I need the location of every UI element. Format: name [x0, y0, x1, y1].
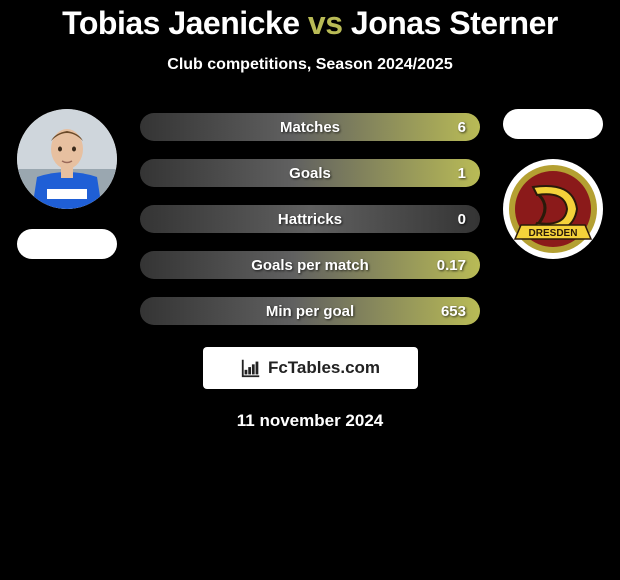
stat-right-value: 653 [426, 303, 466, 320]
brand-box: FcTables.com [203, 347, 418, 389]
stat-label: Min per goal [194, 303, 426, 320]
stat-row: Goals per match0.17 [140, 251, 480, 279]
stat-right-value: 6 [426, 119, 466, 136]
date-label: 11 november 2024 [0, 411, 620, 431]
stat-row: Min per goal653 [140, 297, 480, 325]
player2-avatar-placeholder [503, 109, 603, 139]
brand-label: FcTables.com [268, 358, 380, 378]
vs-label: vs [308, 5, 343, 41]
stat-right-value: 1 [426, 165, 466, 182]
stats-column: Matches6Goals1Hattricks0Goals per match0… [140, 113, 480, 325]
stat-label: Matches [194, 119, 426, 136]
player1-name: Tobias Jaenicke [62, 5, 299, 41]
stat-right-value: 0.17 [426, 257, 466, 274]
stat-row: Matches6 [140, 113, 480, 141]
svg-text:DRESDEN: DRESDEN [529, 228, 578, 239]
main-area: Matches6Goals1Hattricks0Goals per match0… [0, 109, 620, 325]
player1-club-logo [17, 229, 117, 259]
stat-right-value: 0 [426, 211, 466, 228]
stat-row: Hattricks0 [140, 205, 480, 233]
subtitle: Club competitions, Season 2024/2025 [0, 56, 620, 74]
stat-label: Goals [194, 165, 426, 182]
stat-label: Goals per match [194, 257, 426, 274]
player2-name: Jonas Sterner [351, 5, 558, 41]
player2-club-logo: DRESDEN [503, 159, 603, 259]
player2-column: DRESDEN [498, 109, 608, 259]
chart-icon [240, 357, 262, 379]
player1-avatar [17, 109, 117, 209]
stat-row: Goals1 [140, 159, 480, 187]
comparison-title: Tobias Jaenicke vs Jonas Sterner [0, 5, 620, 42]
stat-label: Hattricks [194, 211, 426, 228]
player1-column [12, 109, 122, 259]
